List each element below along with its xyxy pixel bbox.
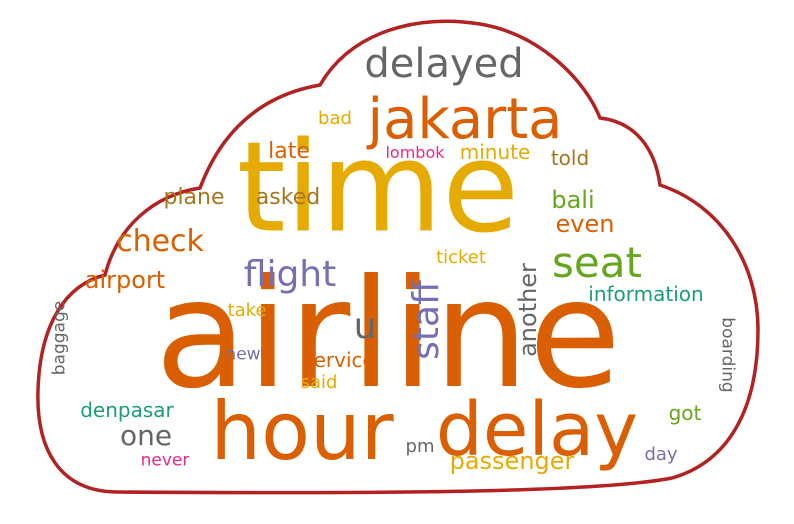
word-late: late <box>268 139 310 164</box>
cloud-shape <box>36 19 760 495</box>
word-service: service <box>303 348 375 372</box>
word-airline: airline <box>155 248 621 422</box>
word-got: got <box>668 401 702 425</box>
word-check: check <box>116 224 204 259</box>
word-bad: bad <box>318 108 352 129</box>
word-passenger: passenger <box>449 447 575 475</box>
word-u: u <box>353 306 377 347</box>
word-hour: hour <box>210 385 394 478</box>
word-staff: staff <box>406 280 447 360</box>
word-take: take <box>227 300 267 321</box>
word-told: told <box>550 146 590 170</box>
word-jakarta: jakarta <box>367 87 563 152</box>
word-information: information <box>588 282 704 306</box>
word-flight: flight <box>243 254 337 295</box>
word-time: time <box>236 115 520 261</box>
word-one: one <box>119 419 173 452</box>
word-seat: seat <box>552 238 642 287</box>
word-airport: airport <box>84 266 166 294</box>
word-day: day <box>644 444 678 465</box>
word-never: never <box>140 450 190 471</box>
word-bali: bali <box>551 186 595 214</box>
word-plane: plane <box>163 185 225 210</box>
word-delayed: delayed <box>364 41 524 87</box>
word-said: said <box>300 372 338 393</box>
word-denpasar: denpasar <box>80 398 174 422</box>
word-asked: asked <box>255 185 321 210</box>
word-baggage: baggage <box>49 300 70 376</box>
word-delay: delay <box>435 387 639 473</box>
word-even: even <box>555 210 615 238</box>
word-another: another <box>514 263 542 357</box>
word-lombok: lombok <box>385 143 445 162</box>
word-minute: minute <box>459 140 531 164</box>
word-boarding: boarding <box>717 317 738 393</box>
word-pm: pm <box>405 436 435 457</box>
word-new: new <box>225 344 261 365</box>
word-ticket: ticket <box>436 247 486 268</box>
